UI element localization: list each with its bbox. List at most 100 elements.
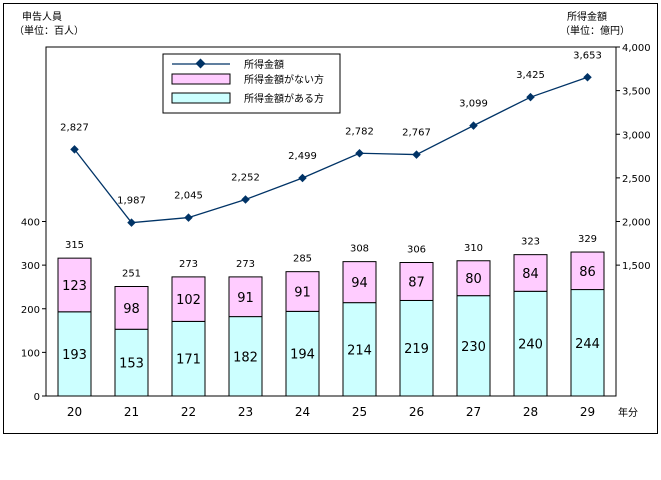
- income-point-label: 1,987: [117, 196, 146, 207]
- x-tick-label: 28: [523, 405, 538, 419]
- legend-label-line: 所得金額: [244, 58, 284, 71]
- bar-with-income-label: 171: [176, 353, 201, 368]
- left-axis-title-line-2: （単位：百人）: [14, 24, 84, 37]
- bar-no-income-label: 86: [579, 265, 596, 280]
- right-tick-label: 2,000: [622, 218, 651, 229]
- income-point-label: 2,767: [402, 128, 431, 139]
- income-point-label: 2,045: [174, 191, 203, 202]
- bar-with-income: [171, 320, 206, 397]
- legend-swatch-with-income: [171, 92, 231, 104]
- bar-with-income-label: 193: [62, 348, 87, 363]
- bar-no-income-label: 98: [123, 302, 140, 317]
- bar-no-income: [285, 271, 320, 312]
- income-point-label: 3,099: [459, 99, 488, 110]
- income-point-label: 3,653: [573, 50, 602, 61]
- bar-with-income: [342, 302, 377, 397]
- legend-diamond-icon: [195, 58, 206, 69]
- left-tick-label: 100: [21, 348, 40, 359]
- income-point-label: 2,499: [288, 151, 317, 162]
- left-axis-title: 申告人員 （単位：百人）: [14, 10, 84, 37]
- legend-label-with-income: 所得金額がある方: [244, 92, 324, 105]
- income-point-label: 2,827: [60, 122, 89, 133]
- bars-layer: 193 123 315 153 98 251 171 102 273 182 91 273 194 91 2…: [57, 234, 605, 397]
- bar-total-label: 285: [293, 254, 312, 265]
- legend: 所得金額 所得金額がない方 所得金額がある方: [162, 53, 341, 114]
- x-tick-label: 20: [67, 405, 82, 419]
- bar-no-income: [399, 262, 434, 301]
- bar-total-label: 273: [236, 259, 255, 270]
- bar-with-income: [399, 299, 434, 397]
- legend-swatch-no-income: [171, 73, 231, 85]
- bar-with-income: [570, 289, 605, 397]
- income-point-label: 3,425: [516, 70, 545, 81]
- legend-item-line: 所得金額: [172, 58, 284, 71]
- bar-no-income: [456, 260, 491, 297]
- income-line: [73, 76, 588, 224]
- income-point-marker: [184, 213, 193, 222]
- right-axis-title-line-2: （単位：億円）: [560, 24, 630, 37]
- income-point-marker: [355, 149, 364, 158]
- income-point-marker: [298, 173, 307, 183]
- bar-no-income: [57, 257, 92, 313]
- bar-no-income: [228, 276, 263, 318]
- x-tick-label: 21: [124, 405, 139, 419]
- legend-label-no-income: 所得金額がない方: [244, 73, 324, 86]
- bar-no-income-label: 94: [351, 276, 368, 291]
- line-layer: 2,827 1,987 2,045 2,252 2,499 2,782 2,767 3,099…: [60, 50, 602, 227]
- left-tick-label: 400: [21, 218, 40, 229]
- bar-total-label: 273: [179, 259, 198, 270]
- x-tick-label: 29: [580, 405, 595, 419]
- income-point-label: 2,782: [345, 126, 374, 137]
- left-tick-label: 200: [21, 305, 40, 316]
- bar-with-income-label: 214: [347, 343, 372, 358]
- bar-with-income-label: 230: [461, 340, 486, 355]
- bar-no-income: [171, 276, 206, 322]
- bar-with-income-label: 153: [119, 357, 144, 372]
- right-tick-label: 3,500: [622, 87, 651, 98]
- bar-no-income-label: 102: [176, 293, 201, 308]
- bar-total-label: 306: [407, 245, 426, 256]
- bar-with-income-label: 219: [404, 342, 429, 357]
- x-tick-label: 22: [181, 405, 196, 419]
- income-point-marker: [412, 150, 421, 159]
- bar-with-income: [285, 310, 320, 397]
- bar-no-income: [342, 261, 377, 304]
- bar-no-income: [513, 254, 548, 292]
- income-point-marker: [241, 195, 250, 204]
- right-axis-title: 所得金額 （単位：億円）: [560, 10, 630, 37]
- bar-total-label: 315: [65, 240, 84, 251]
- bar-total-label: 308: [350, 244, 369, 255]
- right-tick-label: 3,000: [622, 130, 651, 141]
- bar-no-income-label: 123: [62, 279, 87, 294]
- legend-item-with-income: 所得金額がある方: [171, 92, 324, 105]
- left-tick-label: 0: [34, 392, 40, 403]
- right-axis-title-line-1: 所得金額: [567, 10, 607, 23]
- bar-total-label: 329: [578, 234, 597, 245]
- left-axis-title-line-1: 申告人員: [22, 10, 62, 23]
- income-point-marker: [469, 121, 478, 130]
- bar-with-income: [57, 311, 92, 397]
- bar-with-income: [456, 295, 491, 397]
- x-tick-label: 23: [238, 405, 253, 419]
- bar-no-income-label: 80: [465, 272, 482, 287]
- income-point-marker: [127, 218, 136, 227]
- bar-no-income: [114, 286, 149, 330]
- bar-no-income: [570, 251, 605, 291]
- left-tick-label: 300: [21, 261, 40, 272]
- bar-no-income-label: 87: [408, 275, 425, 290]
- bar-total-label: 251: [122, 269, 141, 280]
- bar-total-label: 323: [521, 237, 540, 248]
- bar-with-income-label: 194: [290, 348, 315, 363]
- right-tick-label: 1,500: [622, 261, 651, 272]
- bar-with-income-label: 244: [575, 337, 600, 352]
- bar-with-income-label: 240: [518, 338, 543, 353]
- right-tick-label: 4,000: [622, 43, 651, 54]
- x-tick-label: 24: [295, 405, 310, 419]
- x-tick-label: 27: [466, 405, 481, 419]
- x-tick-label: 26: [409, 405, 424, 419]
- income-point-marker: [70, 145, 79, 154]
- legend-item-no-income: 所得金額がない方: [171, 73, 324, 86]
- bar-total-label: 310: [464, 243, 483, 254]
